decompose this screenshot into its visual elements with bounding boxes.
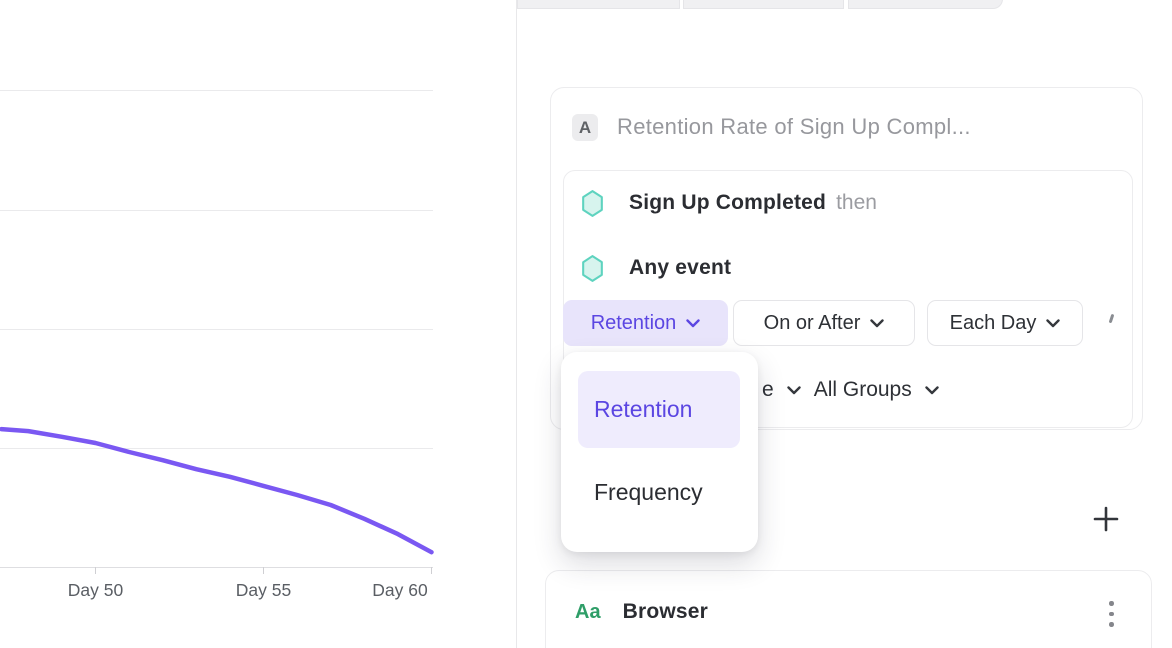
menu-item-frequency[interactable]: Frequency	[594, 478, 703, 505]
menu-item-retention[interactable]: Retention	[578, 371, 740, 448]
kebab-dot	[1109, 622, 1114, 627]
plus-icon	[1092, 505, 1120, 533]
metric-type-dropdown[interactable]: Retention	[563, 300, 728, 346]
metric-type-label: Retention	[590, 311, 677, 334]
event-row-1[interactable]: Sign Up Completed then	[580, 188, 877, 218]
chart-gridline	[0, 448, 433, 449]
retention-line-chart	[0, 426, 434, 555]
hexagon-icon	[580, 254, 605, 283]
timing-dropdown[interactable]: On or After	[733, 300, 915, 346]
hexagon-icon	[580, 189, 605, 218]
chevron-down-icon	[686, 318, 701, 328]
kebab-dot	[1109, 601, 1114, 606]
segment-card	[545, 570, 1152, 648]
chart-x-tick	[431, 567, 432, 574]
tab-segment-1[interactable]	[517, 0, 680, 9]
chart-gridline	[0, 90, 433, 91]
chart-x-tick	[263, 567, 264, 574]
property-type-badge: Aa	[575, 600, 601, 623]
event-name: Any event	[629, 256, 732, 279]
group-by-label: All Groups	[813, 378, 912, 401]
tab-segment-3[interactable]	[848, 0, 1003, 9]
kebab-menu-button[interactable]	[1107, 599, 1116, 629]
event-name: Sign Up Completed	[629, 191, 827, 214]
chart-gridline	[0, 329, 433, 330]
metric-type-menu: Retention Frequency	[561, 352, 758, 552]
chart-x-tick	[95, 567, 96, 574]
add-metric-button[interactable]	[1090, 503, 1122, 535]
interval-label: Each Day	[949, 311, 1037, 334]
tab-segment-2[interactable]	[683, 0, 844, 9]
filter-row: e All Groups	[762, 375, 939, 405]
kebab-dot	[1109, 611, 1114, 616]
clipped-dropdown-text: e	[762, 378, 774, 401]
segment-row: Aa Browser	[575, 600, 708, 624]
interval-dropdown[interactable]: Each Day	[927, 300, 1083, 346]
chart-x-tick-label: Day 55	[235, 580, 292, 600]
chevron-down-icon	[786, 385, 801, 395]
event-row-2[interactable]: Any event	[580, 253, 731, 283]
chart-x-tick-label: Day 50	[67, 580, 124, 600]
chevron-down-icon	[925, 385, 939, 395]
chart-gridline	[0, 210, 433, 211]
segment-name: Browser	[622, 600, 709, 623]
panel-divider	[516, 0, 517, 648]
group-by-dropdown[interactable]: All Groups	[814, 378, 939, 402]
metric-label-badge: A	[572, 114, 598, 141]
chevron-down-icon	[870, 318, 885, 328]
event-suffix-label: then	[836, 191, 877, 214]
metric-title-input[interactable]: Retention Rate of Sign Up Compl...	[617, 114, 971, 139]
timing-label: On or After	[763, 311, 861, 334]
chevron-down-icon	[1046, 318, 1061, 328]
chart-x-tick-label: Day 60	[372, 580, 428, 600]
chart-x-axis-line	[0, 567, 433, 568]
